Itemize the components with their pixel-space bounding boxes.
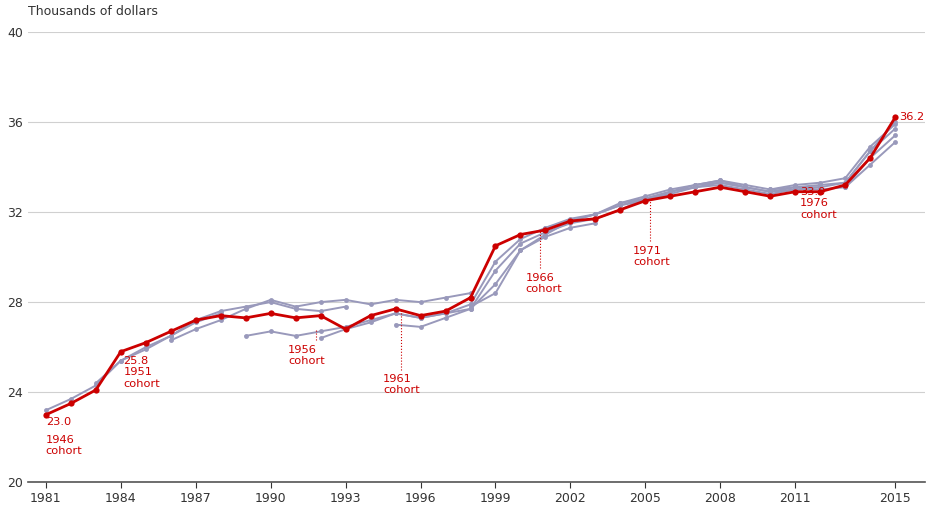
Text: 1966
cohort: 1966 cohort [525,273,563,294]
Text: 1956
cohort: 1956 cohort [288,345,325,366]
Text: 25.8
1951
cohort: 25.8 1951 cohort [124,356,160,389]
Text: 33.0
1976
cohort: 33.0 1976 cohort [800,187,837,220]
Text: Thousands of dollars: Thousands of dollars [28,5,158,18]
Text: 1971
cohort: 1971 cohort [633,246,669,267]
Text: 23.0: 23.0 [46,417,71,427]
Text: 36.2: 36.2 [899,112,924,122]
Text: 1961
cohort: 1961 cohort [383,374,420,395]
Text: 1946
cohort: 1946 cohort [46,435,82,456]
